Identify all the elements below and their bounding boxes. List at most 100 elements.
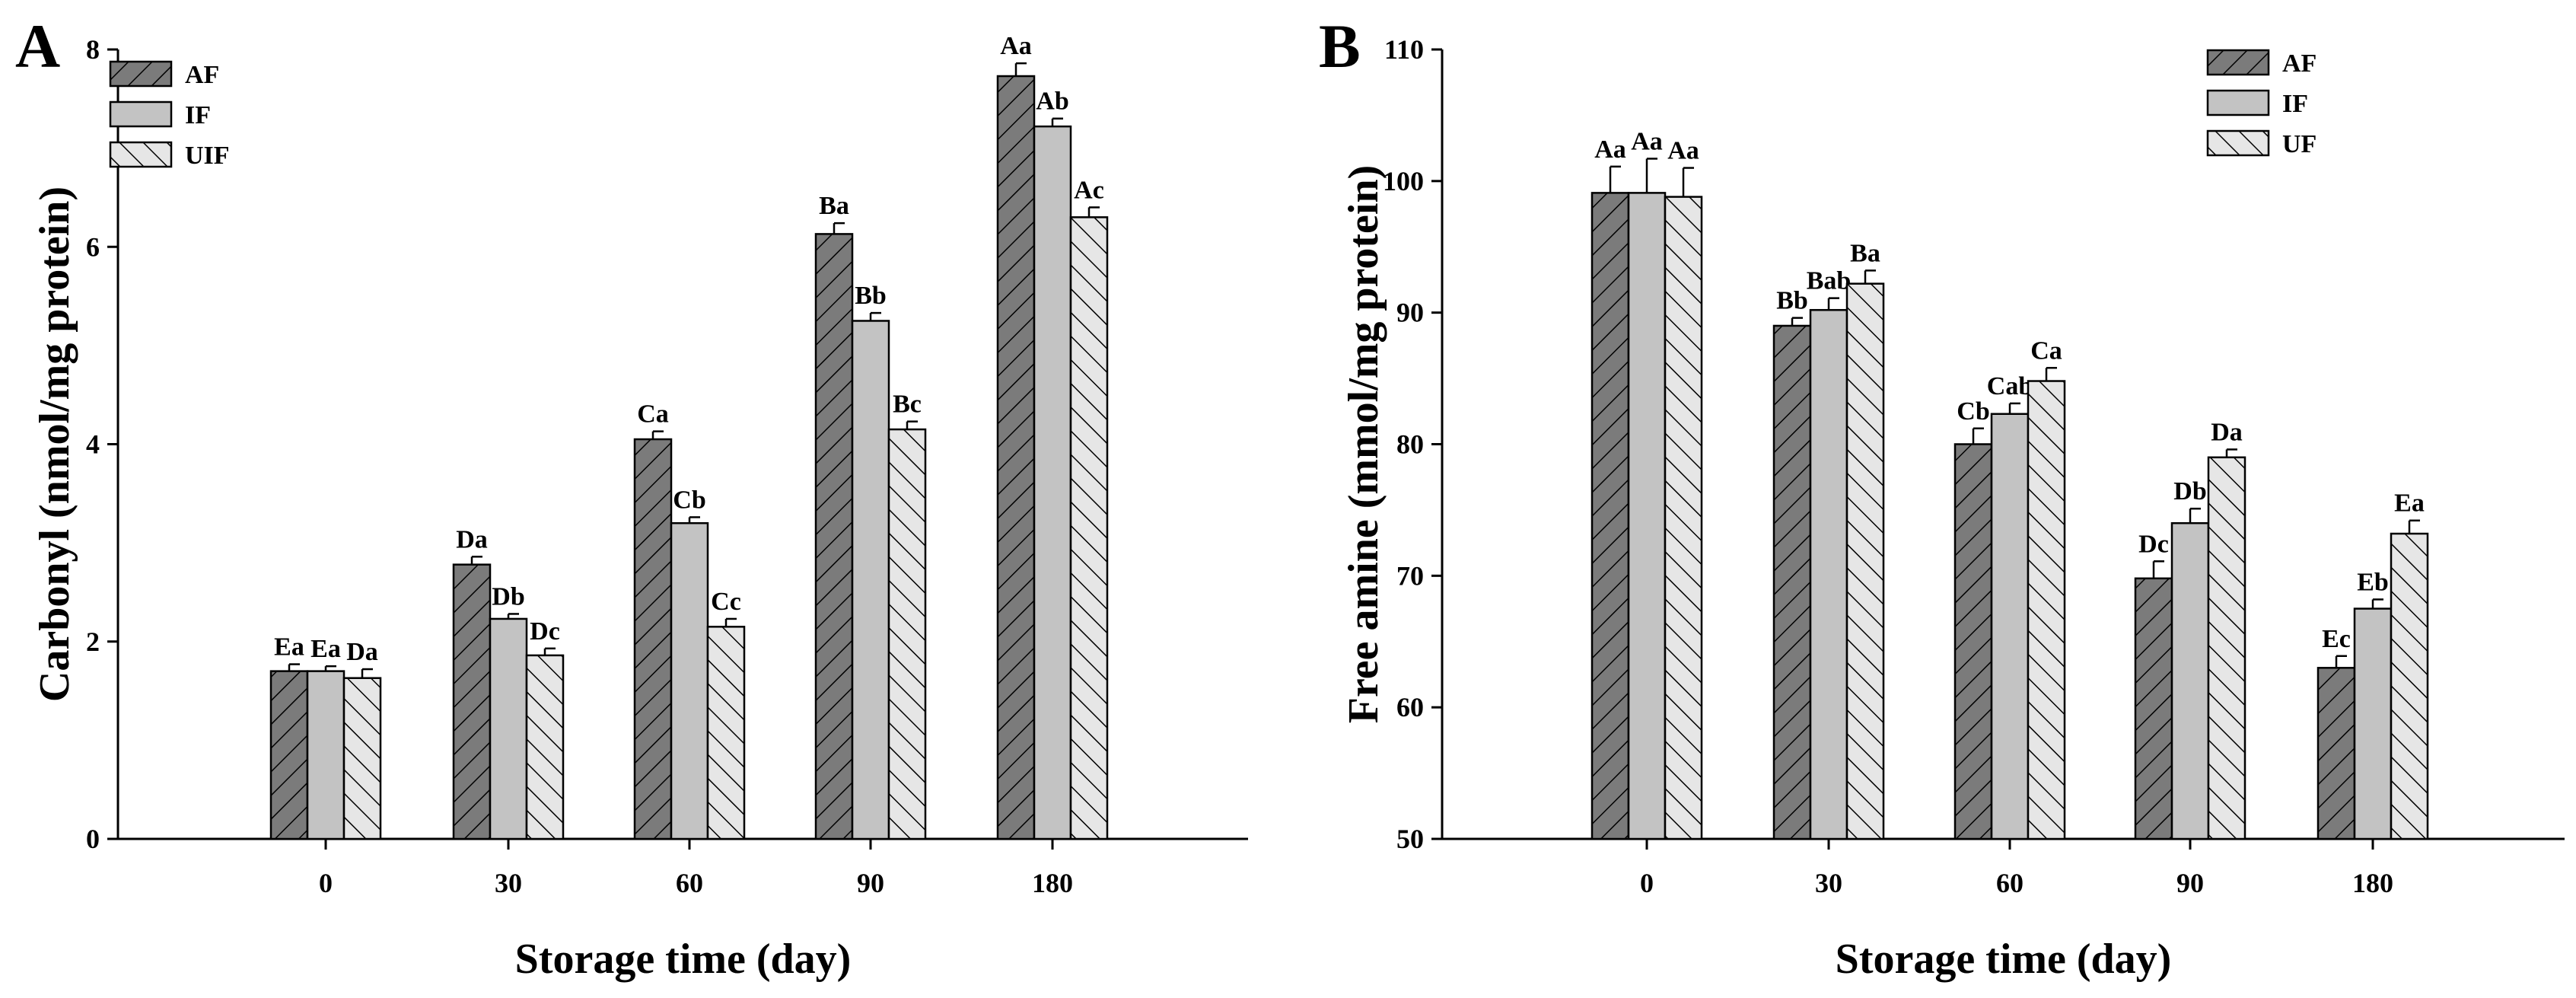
significance-label: Eb (2357, 568, 2389, 596)
significance-label: Ba (819, 192, 849, 220)
y-tick-label: 80 (1396, 429, 1424, 460)
y-tick-label: 0 (86, 824, 100, 854)
significance-label: Ca (2030, 336, 2062, 365)
legend-label-if: IF (185, 101, 211, 129)
y-tick-label: 90 (1396, 298, 1424, 328)
legend-swatch-af (109, 60, 173, 88)
significance-label: Da (2211, 418, 2243, 446)
significance-label: Ca (637, 400, 669, 429)
bar-uif-30 (525, 654, 565, 840)
significance-label: Dc (2138, 530, 2169, 558)
x-tick-label: 60 (1996, 868, 2024, 898)
legend-swatch-uif (109, 141, 173, 168)
bar-af-180 (2316, 667, 2356, 840)
legend-swatch-af (2206, 49, 2270, 76)
legend-label-uf: UF (2282, 130, 2316, 158)
bar-af-90 (2134, 577, 2173, 840)
bar-af-30 (1772, 324, 1812, 840)
x-axis-title: Storage time (day) (1836, 936, 2172, 983)
legend-label-if: IF (2282, 90, 2308, 118)
bar-uif-180 (1069, 216, 1109, 840)
y-tick-label: 100 (1383, 166, 1424, 196)
bar-if-180 (2353, 607, 2393, 840)
bar-if-0 (306, 670, 345, 840)
bar-if-30 (1809, 308, 1848, 840)
significance-label: Bc (893, 391, 922, 419)
y-axis-title: Free amine (mmol/mg protein) (1340, 165, 1387, 724)
x-axis-title: Storage time (day) (515, 936, 852, 983)
bar-uif-0 (342, 677, 382, 840)
bar-if-60 (1990, 413, 2030, 840)
x-tick-label: 0 (319, 868, 333, 898)
legend-label-af: AF (2282, 49, 2316, 78)
significance-label: Ba (1850, 239, 1880, 267)
significance-label: Bb (1776, 287, 1808, 315)
bar-if-180 (1033, 125, 1072, 840)
bar-if-60 (670, 521, 709, 840)
significance-label: Ab (1036, 88, 1068, 116)
bar-if-90 (851, 320, 890, 840)
significance-label: Da (456, 525, 488, 553)
y-tick-label: 50 (1396, 824, 1424, 854)
bar-af-30 (452, 563, 492, 840)
legend-swatch-if (109, 100, 173, 128)
significance-label: Cab (1987, 372, 2033, 400)
x-tick-label: 30 (495, 868, 522, 898)
legend-swatch-uf (2206, 129, 2270, 157)
y-axis-title: Carbonyl (nmol/mg protein) (31, 187, 78, 702)
significance-label: Aa (1000, 32, 1032, 60)
bar-if-90 (2170, 521, 2210, 840)
bar-if-0 (1627, 192, 1667, 840)
y-tick-label: 70 (1396, 560, 1424, 591)
x-tick-label: 0 (1640, 868, 1654, 898)
significance-label: Ea (274, 633, 304, 662)
bar-af-60 (1953, 443, 1993, 840)
x-tick-label: 30 (1815, 868, 1842, 898)
y-tick-label: 60 (1396, 692, 1424, 722)
panel-letter: B (1319, 11, 1361, 81)
bar-uf-180 (2390, 532, 2429, 840)
bar-af-60 (633, 438, 673, 840)
bar-uf-90 (2207, 456, 2246, 840)
x-tick-label: 180 (1032, 868, 1073, 898)
x-tick-label: 90 (857, 868, 884, 898)
y-tick-label: 4 (86, 429, 100, 460)
x-tick-label: 60 (676, 868, 703, 898)
panel-b-free-amine-chart: B 50 60 70 80 90 100 110 0 30 60 90 180 Storage time … (1319, 11, 2565, 983)
significance-label: Aa (1667, 137, 1699, 165)
panel-a-carbonyl-chart: A 0 2 4 6 8 0 30 60 90 180 Storage time (day) Carbon… (15, 11, 1248, 983)
significance-label: Cb (1957, 397, 1989, 426)
bar-af-180 (996, 75, 1036, 840)
significance-label: Cc (711, 588, 741, 616)
significance-label: Bab (1807, 267, 1852, 295)
x-tick-label: 90 (2176, 868, 2204, 898)
significance-label: Cb (673, 486, 705, 514)
significance-label: Aa (1594, 136, 1626, 164)
significance-label: Bb (855, 282, 887, 310)
bar-uf-30 (1845, 282, 1885, 840)
significance-label: Aa (1631, 127, 1663, 155)
bar-af-0 (1590, 192, 1630, 840)
significance-label: Ea (2394, 489, 2425, 518)
x-tick-label: 180 (2352, 868, 2393, 898)
legend-label-af: AF (185, 61, 219, 89)
significance-label: Db (492, 582, 524, 611)
legend-label-uif: UIF (185, 142, 230, 170)
bar-uif-60 (706, 626, 746, 840)
legend-swatch-if (2206, 89, 2270, 116)
bar-af-90 (814, 233, 854, 840)
significance-label: Ac (1074, 176, 1104, 204)
y-tick-label: 6 (86, 231, 100, 262)
y-tick-label: 2 (86, 627, 100, 657)
significance-label: Db (2173, 477, 2206, 505)
panel-letter: A (15, 11, 60, 81)
y-tick-label: 110 (1384, 34, 1424, 65)
bar-uf-0 (1664, 196, 1703, 840)
bar-af-0 (269, 670, 309, 840)
bar-if-30 (489, 617, 528, 840)
significance-label: Dc (530, 617, 560, 646)
significance-label: Ec (2322, 625, 2351, 653)
y-tick-label: 8 (86, 34, 100, 65)
significance-label: Ea (310, 635, 341, 663)
